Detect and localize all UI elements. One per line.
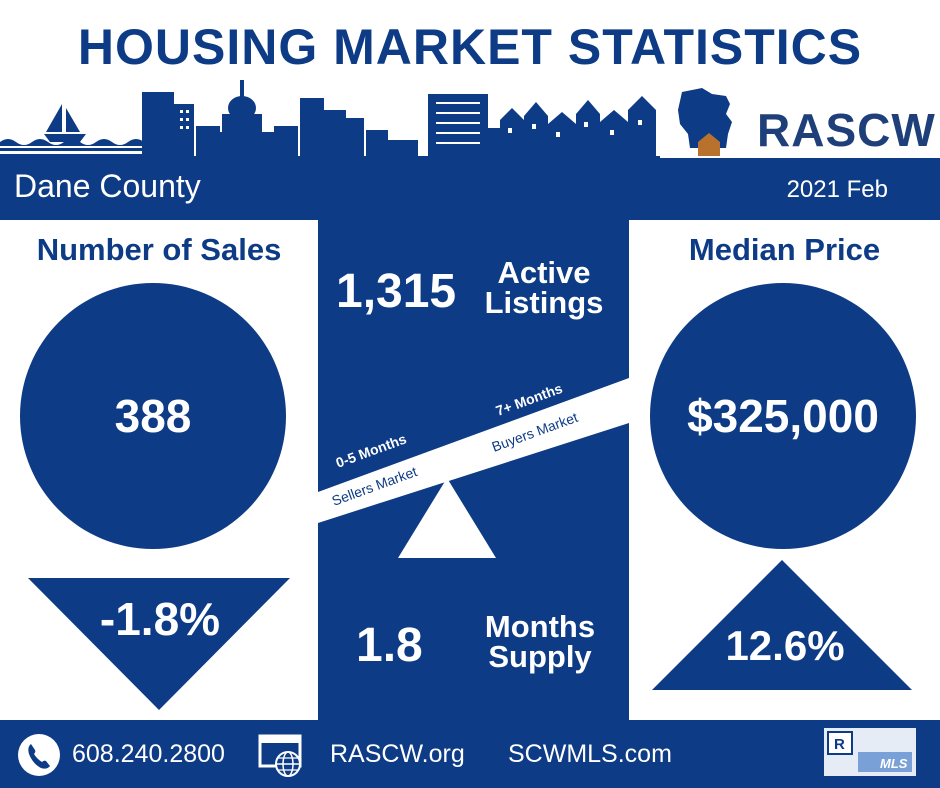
period-label: 2021 Feb	[786, 176, 888, 203]
footer-bar	[0, 720, 940, 788]
phone-number[interactable]: 608.240.2800	[72, 740, 225, 768]
sales-change: -1.8%	[99, 593, 221, 645]
price-circle: $325,000	[650, 283, 916, 549]
supply-value: 1.8	[356, 619, 423, 672]
mls-badge-logo: R MLS	[824, 728, 916, 776]
price-title: Median Price	[688, 232, 881, 267]
mls-badge-text: MLS	[880, 756, 908, 771]
scale-fulcrum	[398, 478, 496, 558]
phone-icon	[18, 734, 60, 776]
price-change: 12.6%	[725, 622, 845, 669]
supply-label-line1: Months	[484, 609, 596, 644]
region-band	[0, 158, 940, 220]
price-value: $325,000	[687, 390, 879, 442]
region-name: Dane County	[14, 168, 201, 204]
svg-text:R: R	[834, 736, 845, 753]
sales-value: 388	[114, 390, 192, 442]
supply-label-line2: Supply	[488, 639, 592, 674]
website-globe-icon	[258, 734, 302, 777]
supply-label: Months Supply	[470, 609, 610, 674]
listings-value: 1,315	[336, 265, 457, 318]
listings-label-line1: Active	[497, 255, 591, 290]
rascw-link[interactable]: RASCW.org	[330, 740, 465, 768]
scwmls-link[interactable]: SCWMLS.com	[508, 740, 672, 768]
sales-circle: 388	[20, 283, 286, 549]
page-title: HOUSING MARKET STATISTICS	[77, 19, 863, 75]
brand-logo: RASCW	[757, 104, 936, 156]
sales-title: Number of Sales	[36, 232, 282, 267]
city-skyline-illustration	[0, 80, 732, 160]
listings-label-line2: Listings	[484, 285, 604, 320]
scale-beam	[318, 378, 629, 523]
listings-label: Active Listings	[474, 255, 614, 320]
balance-scale-graphic: 0-5 Months Sellers Market 7+ Months Buye…	[318, 378, 629, 558]
